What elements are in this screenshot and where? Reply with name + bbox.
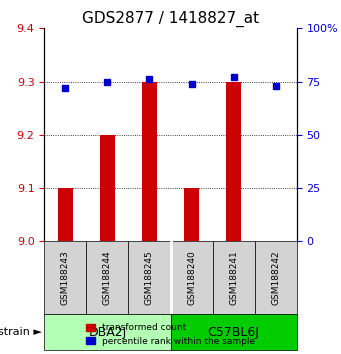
- Text: strain ►: strain ►: [0, 327, 42, 337]
- Text: GSM188240: GSM188240: [187, 250, 196, 305]
- Text: GSM188245: GSM188245: [145, 250, 154, 305]
- Legend: transformed count, percentile rank within the sample: transformed count, percentile rank withi…: [82, 320, 259, 349]
- FancyBboxPatch shape: [129, 241, 170, 314]
- Bar: [58, 188, 73, 241]
- Title: GDS2877 / 1418827_at: GDS2877 / 1418827_at: [82, 11, 259, 27]
- Text: GSM188241: GSM188241: [229, 250, 238, 305]
- Bar: [184, 188, 199, 241]
- Bar: [142, 81, 157, 241]
- FancyBboxPatch shape: [44, 314, 170, 350]
- FancyBboxPatch shape: [86, 241, 129, 314]
- FancyBboxPatch shape: [255, 241, 297, 314]
- FancyBboxPatch shape: [170, 314, 297, 350]
- Bar: [100, 135, 115, 241]
- FancyBboxPatch shape: [170, 241, 212, 314]
- Bar: [226, 81, 241, 241]
- Text: C57BL6J: C57BL6J: [208, 326, 260, 339]
- Text: GSM188243: GSM188243: [61, 250, 70, 305]
- FancyBboxPatch shape: [44, 241, 86, 314]
- FancyBboxPatch shape: [212, 241, 255, 314]
- Text: GSM188244: GSM188244: [103, 250, 112, 305]
- Text: GSM188242: GSM188242: [271, 250, 280, 305]
- Text: DBA2J: DBA2J: [88, 326, 127, 339]
